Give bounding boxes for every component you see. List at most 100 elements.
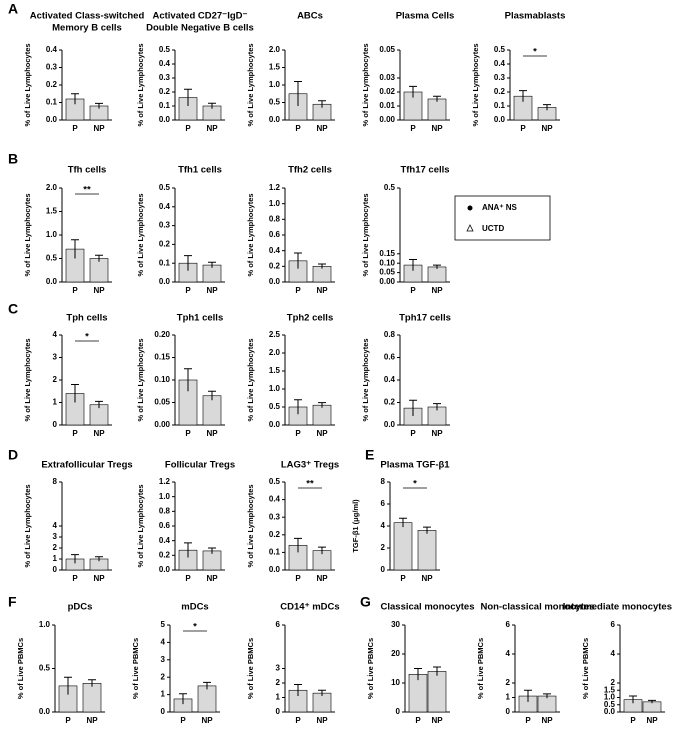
error-bar <box>64 676 72 695</box>
x-tick-label: NP <box>93 286 105 295</box>
y-tick-label: 0.05 <box>154 398 170 407</box>
x-tick-label: NP <box>541 716 553 725</box>
x-tick-label: P <box>185 286 191 295</box>
y-tick-label: 0.5 <box>269 477 281 486</box>
y-tick-label: 6 <box>276 620 281 629</box>
panel-letter: G <box>360 594 371 610</box>
error-bar <box>208 547 216 554</box>
chart-panel: Activated CD27⁻IgD⁻Double Negative B cel… <box>136 11 254 134</box>
x-tick-label: NP <box>646 716 658 725</box>
y-tick-label: 2 <box>611 678 616 687</box>
y-axis-label: % of Live Lymphocytes <box>471 43 480 126</box>
chart-title: Tph1 cells <box>177 313 223 324</box>
y-tick-label: 0.3 <box>269 512 281 521</box>
y-tick-label: 0 <box>506 707 511 716</box>
y-tick-label: 0.05 <box>379 268 395 277</box>
y-tick-label: 0.20 <box>154 330 170 339</box>
y-axis-label: % of Live Lymphocytes <box>23 193 32 276</box>
y-tick-label: 30 <box>391 620 400 629</box>
y-axis-label: % of Live Lymphocytes <box>136 484 145 567</box>
y-tick-label: 0.4 <box>159 202 171 211</box>
chart-panel: Tfh2 cells % of Live Lymphocytes 0.0 0.2 0.4… <box>246 165 335 295</box>
x-tick-label: NP <box>201 716 213 725</box>
y-axis-label: % of Live PBMCs <box>581 638 590 699</box>
error-bar <box>208 390 216 401</box>
error-bar <box>409 258 417 271</box>
bar <box>197 685 217 713</box>
y-tick-label: 0.10 <box>379 258 395 267</box>
error-bar <box>409 399 417 416</box>
y-tick-label: 0.2 <box>159 550 171 559</box>
chart-title: Non-classical monocytes <box>480 602 594 613</box>
chart-panel: B Tfh cells % of Live Lymphocytes 0.0 0.5 1.0… <box>8 151 112 295</box>
x-tick-label: P <box>410 124 416 133</box>
y-tick-label: 1 <box>53 554 58 563</box>
y-tick-label: 0 <box>161 707 166 716</box>
chart-panel: C Tph cells % of Live Lymphocytes 0 1 2 3 4 P NP * <box>8 301 112 438</box>
x-tick-label: P <box>415 716 421 725</box>
y-axis-label: % of Live Lymphocytes <box>246 484 255 567</box>
y-tick-label: 0.03 <box>379 73 395 82</box>
y-axis-label: % of Live PBMCs <box>246 638 255 699</box>
y-tick-label: 0.2 <box>46 80 58 89</box>
y-tick-label: 2 <box>53 375 58 384</box>
x-tick-label: P <box>410 286 416 295</box>
error-bar <box>433 666 441 676</box>
legend-box <box>454 195 551 241</box>
y-tick-label: 0.2 <box>269 261 281 270</box>
x-tick-label: P <box>295 429 301 438</box>
x-tick-label: P <box>180 716 186 725</box>
x-tick-label: NP <box>93 124 105 133</box>
x-tick-label: NP <box>316 124 328 133</box>
chart-title: Activated CD27⁻IgD⁻ <box>152 11 247 22</box>
chart-title: Plasma Cells <box>396 11 455 22</box>
x-tick-label: P <box>185 429 191 438</box>
y-tick-label: 5 <box>161 620 166 629</box>
y-tick-label: 6 <box>506 620 511 629</box>
panel-letter: E <box>365 447 374 463</box>
y-axis-label: % of Live PBMCs <box>131 638 140 699</box>
error-bar <box>95 556 103 562</box>
chart-title: LAG3⁺ Tregs <box>281 460 339 471</box>
y-tick-label: 0.5 <box>269 402 281 411</box>
y-tick-label: 0.4 <box>494 59 506 68</box>
error-bar <box>409 85 417 98</box>
chart-panel: D Extrafollicular Tregs % of Live Lymphocy… <box>8 447 133 583</box>
error-bar <box>294 537 302 553</box>
chart-panel: Tph17 cells % of Live Lymphocytes 0.0 0.2 0.… <box>361 313 451 439</box>
chart-title: Plasmablasts <box>505 11 566 22</box>
y-tick-label: 0.0 <box>269 115 281 124</box>
error-bar <box>648 699 656 704</box>
y-tick-label: 0.1 <box>269 548 281 557</box>
y-axis-label: TGF-β1 (μg/ml) <box>351 499 360 553</box>
y-axis-label: % of Live PBMCs <box>366 638 375 699</box>
y-tick-label: 0.8 <box>269 214 281 223</box>
y-axis-label: % of Live PBMCs <box>16 638 25 699</box>
bar <box>427 98 447 121</box>
y-tick-label: 0.8 <box>384 330 396 339</box>
y-tick-label: 2.0 <box>269 45 281 54</box>
y-tick-label: 3 <box>161 655 166 664</box>
y-tick-label: 1 <box>161 690 166 699</box>
error-bar <box>184 88 192 106</box>
y-tick-label: 3 <box>53 532 58 541</box>
y-tick-label: 0.2 <box>384 398 396 407</box>
y-tick-label: 0.1 <box>159 101 171 110</box>
chart-title: Plasma TGF-β1 <box>380 460 450 471</box>
y-tick-label: 6 <box>611 620 616 629</box>
chart-title: Tph cells <box>66 313 107 324</box>
y-tick-label: 0.0 <box>269 277 281 286</box>
y-axis-label: % of Live Lymphocytes <box>136 338 145 421</box>
y-tick-label: 0.02 <box>379 87 395 96</box>
y-tick-label: 0.0 <box>494 115 506 124</box>
y-axis-label: % of Live Lymphocytes <box>361 193 370 276</box>
y-tick-label: 2 <box>276 678 281 687</box>
y-tick-label: 0 <box>276 707 281 716</box>
y-tick-label: 0.6 <box>269 230 281 239</box>
y-axis-label: % of Live Lymphocytes <box>136 193 145 276</box>
error-bar <box>294 399 302 415</box>
y-tick-label: 0.4 <box>159 536 171 545</box>
chart-title: Tfh17 cells <box>400 165 449 176</box>
y-tick-label: 1.2 <box>159 477 171 486</box>
